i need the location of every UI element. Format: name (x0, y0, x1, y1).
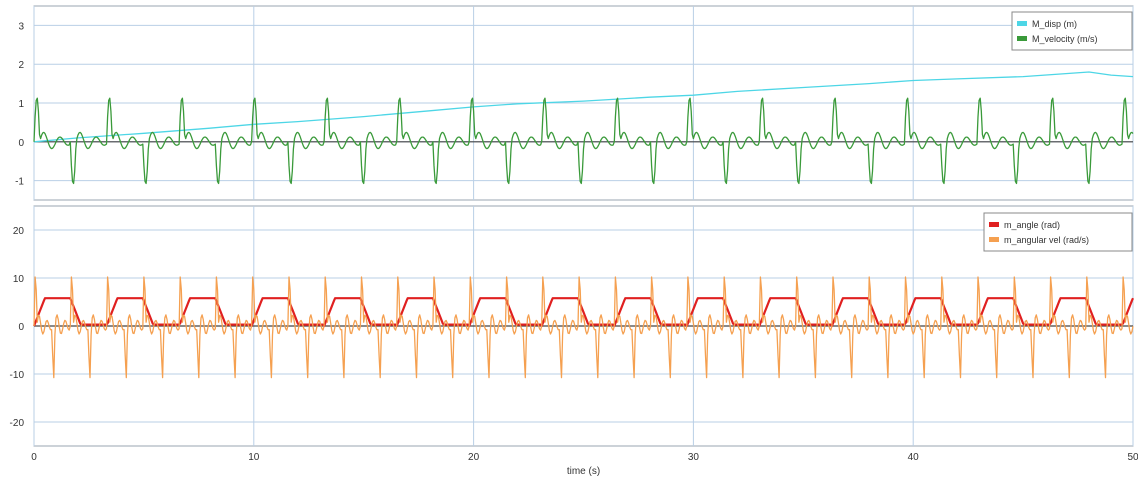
bottom-panel: -20 -10 0 10 20 0 10 20 30 40 50 time (s) m_angle (r… (10, 205, 1138, 477)
legend-swatch (989, 222, 999, 227)
x-tick-label: 30 (688, 452, 700, 463)
legend-swatch (1017, 21, 1027, 26)
legend-swatch (1017, 36, 1027, 41)
y-tick-label: 0 (18, 322, 24, 333)
x-tick-label: 0 (31, 452, 37, 463)
y-tick-label: 10 (13, 274, 25, 285)
y-tick-label: -10 (10, 370, 25, 381)
series-line-1 (33, 97, 1134, 185)
series-line-1 (33, 276, 1134, 379)
legend-label: M_velocity (m/s) (1032, 34, 1098, 44)
top-panel: -1 0 1 2 3 M_disp (m) M_velocity (m/s) (15, 5, 1134, 201)
y-tick-label: -20 (10, 418, 25, 429)
x-tick-label: 40 (908, 452, 920, 463)
x-tick-label: 10 (248, 452, 260, 463)
y-tick-label: 1 (18, 99, 24, 110)
x-tick-label: 50 (1127, 452, 1138, 463)
legend-box (1011, 11, 1133, 51)
y-tick-label: 20 (13, 226, 25, 237)
legend-label: m_angle (rad) (1004, 220, 1060, 230)
y-tick-label: 2 (18, 60, 24, 71)
x-axis-label: time (s) (567, 466, 600, 477)
y-tick-label: 3 (18, 21, 24, 32)
legend-swatch (989, 237, 999, 242)
legend-label: m_angular vel (rad/s) (1004, 235, 1089, 245)
x-tick-label: 20 (468, 452, 480, 463)
series-line-0 (32, 297, 1135, 328)
y-tick-label: 0 (18, 138, 24, 149)
y-tick-label: -1 (15, 177, 24, 188)
legend-label: M_disp (m) (1032, 19, 1077, 29)
legend-box (983, 212, 1133, 252)
